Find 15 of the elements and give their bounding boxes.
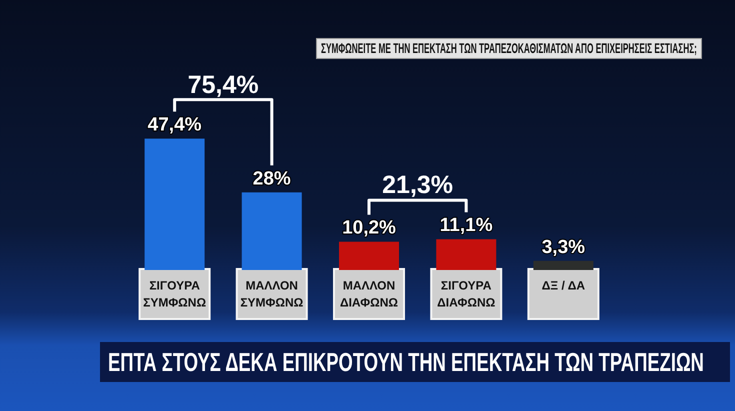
x-tick-label: ΔΞ / ΔΑ: [542, 278, 586, 292]
annotation: 21,3%: [382, 171, 454, 200]
data-label: 3,3%: [542, 236, 586, 258]
x-tick-label: ΜΑΛΛΟΝ ΔΙΑΦΩΝΩ: [340, 278, 398, 310]
data-label: 28%: [252, 168, 291, 190]
bar: [533, 260, 594, 270]
x-tick-label: ΣΙΓΟΥΡΑ ΔΙΑΦΩΝΩ: [437, 278, 496, 310]
x-tick-label: ΣΙΓΟΥΡΑ ΣΥΜΦΩΝΩ: [143, 278, 206, 310]
text: 75,4%: [188, 70, 259, 99]
x-tick-label: ΜΑΛΛΟΝ ΣΥΜΦΩΝΩ: [240, 278, 304, 310]
data-label: 47,4%: [148, 114, 202, 136]
data-label: 10,2%: [342, 218, 396, 239]
text: ΕΠΤΑ ΣΤΟΥΣ ΔΕΚΑ ΕΠΙΚΡΟΤΟΥΝ ΤΗΝ ΕΠΕΚΤΑΣΗ ΤΩΝ ΤΡΑΠΕΖΙΩΝ: [108, 346, 704, 379]
data-label: 11,1%: [440, 215, 493, 236]
chart-title: ΣΥΜΦΩΝΕΙΤΕ ΜΕ ΤΗΝ ΕΠΕΚΤΑΣΗ ΤΩΝ ΤΡΑΠΕΖΟΚΑΘΙΣΜΑΤΩΝ ΑΠΟ ΕΠΙΧΕΙΡΗΣΕΙΣ ΕΣΤΙΑΣΗΣ;: [321, 39, 697, 58]
